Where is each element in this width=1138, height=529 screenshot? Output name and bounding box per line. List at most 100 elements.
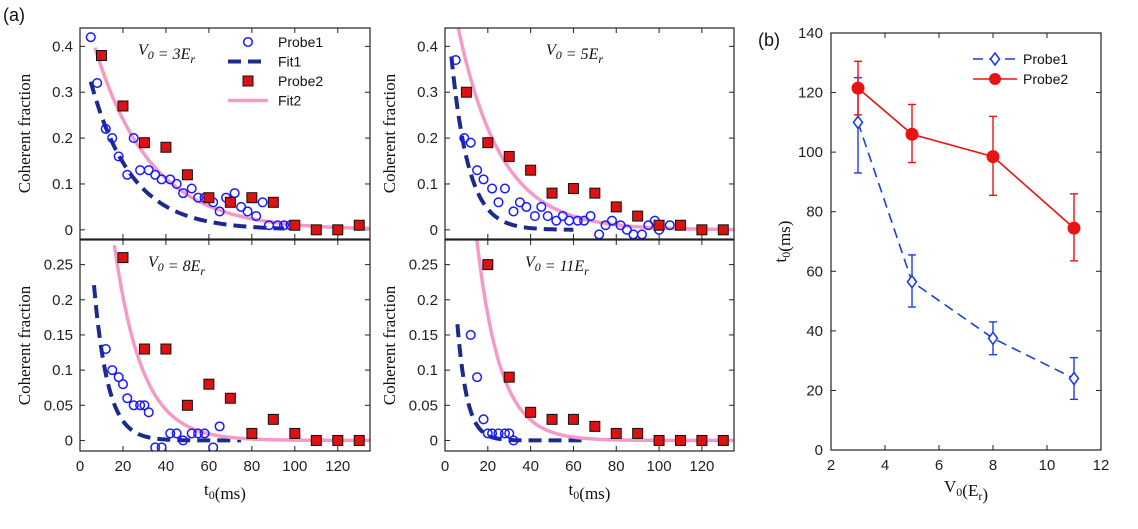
y-tick-label: 140 xyxy=(798,25,823,42)
probe2-point xyxy=(224,196,236,208)
probe1-point xyxy=(171,428,182,439)
y-tick-label: 0.2 xyxy=(52,130,73,147)
y-tick-label: 0.15 xyxy=(409,327,438,344)
probe2-point xyxy=(353,219,365,231)
y-tick-label: 0.2 xyxy=(417,292,438,309)
probe2-point xyxy=(717,434,729,446)
probe1-point xyxy=(482,428,493,439)
legend-label: Fit1 xyxy=(278,54,302,70)
probe1-point xyxy=(572,215,583,226)
probe1-point xyxy=(85,32,96,43)
subplot-b: 0 20 40 60 80 100 120 140 2 4 6 8 10 12 t0(ms) V0(Er) Pr… xyxy=(771,25,1109,504)
probe1-point xyxy=(171,178,182,190)
probe2-point xyxy=(589,187,601,199)
x-tick-label: 10 xyxy=(1039,457,1056,474)
x-tick-label: 0 xyxy=(76,458,84,475)
probe2-point xyxy=(181,169,193,181)
panel-label-a: (a) xyxy=(3,5,25,25)
y-tick-label: 0.2 xyxy=(52,292,73,309)
probe1-point xyxy=(143,165,154,176)
probe1-point xyxy=(906,274,918,290)
series-group xyxy=(449,28,734,239)
axes-frame xyxy=(79,239,371,452)
series-group xyxy=(92,245,370,451)
probe1-point xyxy=(487,428,498,439)
probe1-point xyxy=(214,421,225,432)
probe2-point xyxy=(567,413,579,425)
y-tick-label: 0.1 xyxy=(52,362,73,379)
probe1-point xyxy=(664,220,675,231)
probe1-point xyxy=(521,201,532,212)
probe2-point xyxy=(160,141,172,153)
x-tick-label: 20 xyxy=(479,458,496,475)
probe1-point xyxy=(186,428,197,439)
probe2-point xyxy=(632,210,644,222)
y-tick-label: 0 xyxy=(430,432,438,449)
probe1-point xyxy=(542,211,553,222)
y-tick-label: 0.3 xyxy=(417,84,438,101)
y-tick-label: 0.05 xyxy=(409,397,438,414)
y-tick-label: 0.1 xyxy=(417,176,438,193)
y-tick-label: 0.1 xyxy=(417,362,438,379)
x-tick-label: 100 xyxy=(282,458,307,475)
legend-probe2-marker xyxy=(989,73,1001,85)
legend-label: Probe1 xyxy=(1023,51,1068,67)
probe1-point xyxy=(487,183,498,194)
probe2-point xyxy=(717,224,729,236)
fit1-curve xyxy=(88,81,285,231)
y-tick-label: 80 xyxy=(806,204,823,221)
probe2-point xyxy=(986,150,1000,164)
probe1-point xyxy=(135,165,146,176)
condition-annotation: V0 = 8Er xyxy=(148,254,205,278)
probe1-point xyxy=(251,211,262,222)
probe2-point xyxy=(95,50,107,62)
probe1-point xyxy=(178,188,189,199)
probe2-point xyxy=(653,219,665,231)
probe2-point xyxy=(503,150,515,162)
legend-label: Probe2 xyxy=(278,73,323,89)
probe2-point xyxy=(203,378,215,390)
y-tick-label: 20 xyxy=(806,382,823,399)
condition-annotation: V0 = 11Er xyxy=(525,254,589,278)
probe1-point xyxy=(113,151,124,162)
fit2-curve xyxy=(475,240,734,443)
probe1-point xyxy=(551,215,562,226)
y-tick-label: 100 xyxy=(798,144,823,161)
probe1-point xyxy=(100,123,111,134)
probe1-point xyxy=(600,220,611,231)
probe1-point xyxy=(165,428,176,439)
x-tick-label: 20 xyxy=(115,458,132,475)
condition-annotation: V0 = 5Er xyxy=(546,42,603,66)
probe1-point xyxy=(128,133,139,144)
probe1-point xyxy=(193,428,204,439)
probe2-point xyxy=(310,224,322,236)
probe1-point xyxy=(107,133,118,144)
probe1-point xyxy=(113,372,124,383)
probe1-point xyxy=(579,215,590,226)
probe1-line xyxy=(857,122,1075,380)
x-tick-label: 0 xyxy=(441,458,449,475)
y-tick-label: 60 xyxy=(806,263,823,280)
probe1-point xyxy=(557,211,568,222)
probe2-point xyxy=(267,413,279,425)
fit1-curve xyxy=(449,56,574,232)
probe1-point xyxy=(465,329,476,341)
probe1-point xyxy=(499,428,510,439)
probe2-point xyxy=(181,399,193,411)
fit2-curve xyxy=(112,245,370,443)
y-tick-label: 0 xyxy=(65,222,73,239)
probe2-point xyxy=(246,427,258,439)
probe2-point xyxy=(224,392,236,404)
y-tick-label: 0.1 xyxy=(52,176,73,193)
x-tick-label: 80 xyxy=(608,458,625,475)
probe2-point xyxy=(138,137,150,149)
y-tick-label: 0 xyxy=(65,432,73,449)
probe2-point xyxy=(546,413,558,425)
axes-frame xyxy=(444,27,735,240)
x-tick-label: 80 xyxy=(244,458,261,475)
x-tick-label: 40 xyxy=(522,458,539,475)
y-axis-label: Coherent fraction xyxy=(15,285,34,405)
y-tick-label: 0.2 xyxy=(417,130,438,147)
probe1-point xyxy=(117,379,129,390)
